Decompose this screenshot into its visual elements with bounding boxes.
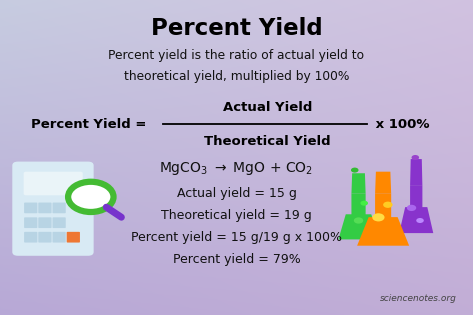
FancyBboxPatch shape xyxy=(24,172,83,195)
Text: Theoretical Yield: Theoretical Yield xyxy=(204,135,331,148)
Text: Actual Yield: Actual Yield xyxy=(223,100,312,114)
Circle shape xyxy=(416,218,424,223)
Circle shape xyxy=(360,201,368,206)
FancyBboxPatch shape xyxy=(38,203,52,213)
Text: Percent yield is the ratio of actual yield to: Percent yield is the ratio of actual yie… xyxy=(108,49,365,62)
FancyBboxPatch shape xyxy=(53,203,66,213)
Text: Percent yield = 15 g/19 g x 100%: Percent yield = 15 g/19 g x 100% xyxy=(131,231,342,244)
Polygon shape xyxy=(375,172,391,194)
FancyBboxPatch shape xyxy=(38,232,52,243)
FancyBboxPatch shape xyxy=(24,217,37,228)
Circle shape xyxy=(372,213,385,221)
Circle shape xyxy=(383,202,393,208)
Text: Percent Yield =: Percent Yield = xyxy=(31,118,151,131)
Polygon shape xyxy=(357,194,409,246)
Polygon shape xyxy=(338,194,378,239)
FancyBboxPatch shape xyxy=(12,162,94,256)
FancyBboxPatch shape xyxy=(67,232,80,243)
Text: MgCO$_3$ $\rightarrow$ MgO + CO$_2$: MgCO$_3$ $\rightarrow$ MgO + CO$_2$ xyxy=(159,160,314,177)
FancyBboxPatch shape xyxy=(24,232,37,243)
Polygon shape xyxy=(410,159,422,186)
FancyBboxPatch shape xyxy=(38,217,52,228)
Polygon shape xyxy=(351,173,366,194)
Circle shape xyxy=(351,168,359,173)
Text: x 100%: x 100% xyxy=(371,118,430,131)
Text: Percent yield = 79%: Percent yield = 79% xyxy=(173,253,300,266)
Text: sciencenotes.org: sciencenotes.org xyxy=(379,294,456,303)
Circle shape xyxy=(68,182,114,212)
Polygon shape xyxy=(399,186,433,233)
Text: Percent Yield: Percent Yield xyxy=(151,17,322,40)
Text: Actual yield = 15 g: Actual yield = 15 g xyxy=(176,187,297,200)
Circle shape xyxy=(354,217,363,224)
FancyBboxPatch shape xyxy=(53,232,66,243)
FancyBboxPatch shape xyxy=(24,203,37,213)
Text: theoretical yield, multiplied by 100%: theoretical yield, multiplied by 100% xyxy=(124,70,349,83)
Text: Theoretical yield = 19 g: Theoretical yield = 19 g xyxy=(161,209,312,222)
FancyBboxPatch shape xyxy=(53,217,66,228)
Circle shape xyxy=(412,155,419,160)
Circle shape xyxy=(407,205,416,211)
